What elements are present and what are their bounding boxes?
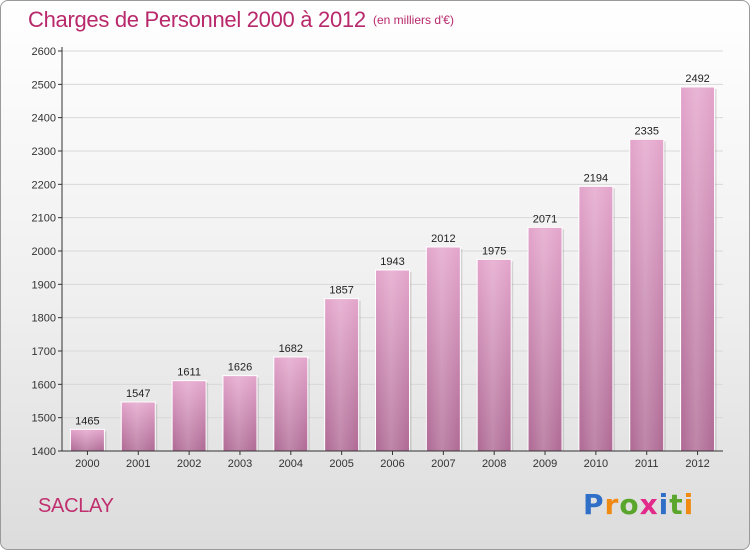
y-tick-label: 2400 [32,113,56,125]
y-tick-label: 2100 [32,213,56,225]
y-tick-label: 2300 [32,146,56,158]
proxiti-logo: Proxiti [583,488,694,521]
chart-title: Charges de Personnel 2000 à 2012 [28,7,366,32]
x-tick-label: 2012 [685,458,709,470]
bar-highlight [275,358,306,451]
value-label: 1857 [329,285,353,297]
y-tick-label: 1700 [32,346,56,358]
value-label: 1465 [75,415,99,427]
x-tick-label: 2011 [635,458,659,470]
bar-highlight [682,88,713,451]
value-label: 1547 [126,388,150,400]
value-label: 1626 [228,362,252,374]
bars: 1465 1547 1611 1626 1682 1857 1943 2012 1975 2071… [69,73,717,452]
x-tick-label: 2008 [482,458,506,470]
logo-letter: t [669,488,684,521]
y-tick-label: 2000 [32,246,56,258]
logo-letter: i [683,488,695,521]
value-label: 2194 [584,172,608,184]
x-tick-label: 2006 [380,458,404,470]
y-tick-label: 1600 [32,379,56,391]
logo-letter: i [658,488,670,521]
logo-letter: r [604,488,620,521]
x-tick-label: 2009 [533,458,557,470]
x-tick-label: 2001 [126,458,150,470]
value-label: 1682 [279,343,303,355]
bar-highlight [479,260,510,451]
value-label: 2492 [685,73,709,85]
axes: 1400 1500 1600 1700 1800 1900 2000 2100 2200 2300… [32,46,723,470]
bar-highlight [377,271,408,451]
bar-highlight [174,381,205,451]
town-name: SACLAY [38,495,114,517]
bar-highlight [224,376,255,451]
bar-highlight [72,430,103,451]
logo-letter: x [639,488,659,521]
logo-letter: P [583,488,605,521]
x-tick-label: 2007 [431,458,455,470]
chart-subtitle: (en milliers d'€) [373,13,454,27]
logo-letter: o [619,488,640,521]
y-tick-label: 1400 [32,446,56,458]
x-tick-label: 2010 [584,458,608,470]
bar-highlight [428,248,459,451]
bar-highlight [530,228,561,451]
bar-highlight [326,299,357,451]
bar-highlight [123,403,154,451]
y-tick-label: 2500 [32,79,56,91]
value-label: 1611 [177,367,201,379]
y-tick-label: 2200 [32,179,56,191]
bar-highlight [580,187,611,452]
x-tick-label: 2002 [177,458,201,470]
y-tick-label: 1800 [32,313,56,325]
value-label: 1943 [380,256,404,268]
x-tick-label: 2004 [279,458,303,470]
x-tick-label: 2003 [228,458,252,470]
value-label: 2335 [634,125,658,137]
bar-highlight [631,140,662,452]
value-label: 1975 [482,245,506,257]
y-tick-label: 2600 [32,46,56,58]
x-tick-label: 2005 [329,458,353,470]
value-label: 2012 [431,233,455,245]
x-tick-label: 2000 [75,458,99,470]
y-tick-label: 1900 [32,279,56,291]
y-tick-label: 1500 [32,413,56,425]
value-label: 2071 [533,213,557,225]
